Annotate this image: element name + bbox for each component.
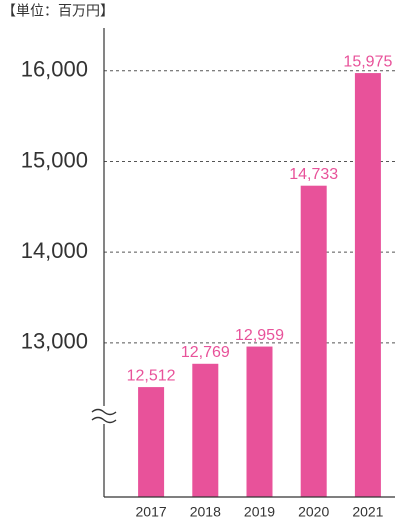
bar: [246, 346, 273, 497]
y-tick-label: 14,000: [21, 238, 88, 263]
x-tick-label: 2020: [298, 504, 329, 520]
x-tick-label: 2019: [244, 504, 275, 520]
y-tick-label: 16,000: [21, 57, 88, 82]
x-tick-label: 2021: [352, 504, 383, 520]
bar: [354, 73, 381, 497]
value-label: 14,733: [289, 166, 338, 183]
grid: [104, 70, 395, 344]
bar: [192, 363, 219, 497]
unit-label: 【単位：百万円】: [2, 3, 114, 19]
bar: [300, 185, 327, 497]
value-label: 12,769: [181, 344, 230, 361]
value-label: 15,975: [343, 53, 392, 70]
x-tick-label: 2017: [136, 504, 167, 520]
axis-break: [91, 406, 118, 424]
bars: [138, 73, 381, 497]
y-tick-label: 13,000: [21, 329, 88, 354]
value-label: 12,512: [127, 367, 176, 384]
bar: [138, 387, 165, 497]
y-tick-label: 15,000: [21, 147, 88, 172]
x-tick-label: 2018: [190, 504, 221, 520]
value-label: 12,959: [235, 327, 284, 344]
